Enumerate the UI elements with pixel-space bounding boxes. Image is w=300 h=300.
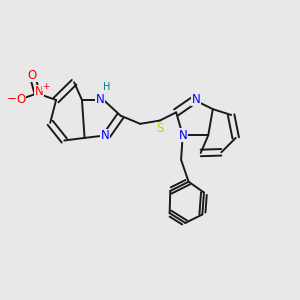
Text: H: H: [103, 82, 110, 92]
Text: N: N: [101, 129, 110, 142]
Text: +: +: [43, 82, 50, 91]
Text: N: N: [96, 93, 105, 106]
Text: S: S: [156, 122, 164, 135]
Text: −: −: [6, 92, 16, 105]
Text: O: O: [16, 93, 26, 106]
Text: N: N: [34, 85, 43, 98]
Text: N: N: [191, 93, 200, 106]
Text: N: N: [179, 129, 188, 142]
Text: O: O: [28, 69, 37, 82]
